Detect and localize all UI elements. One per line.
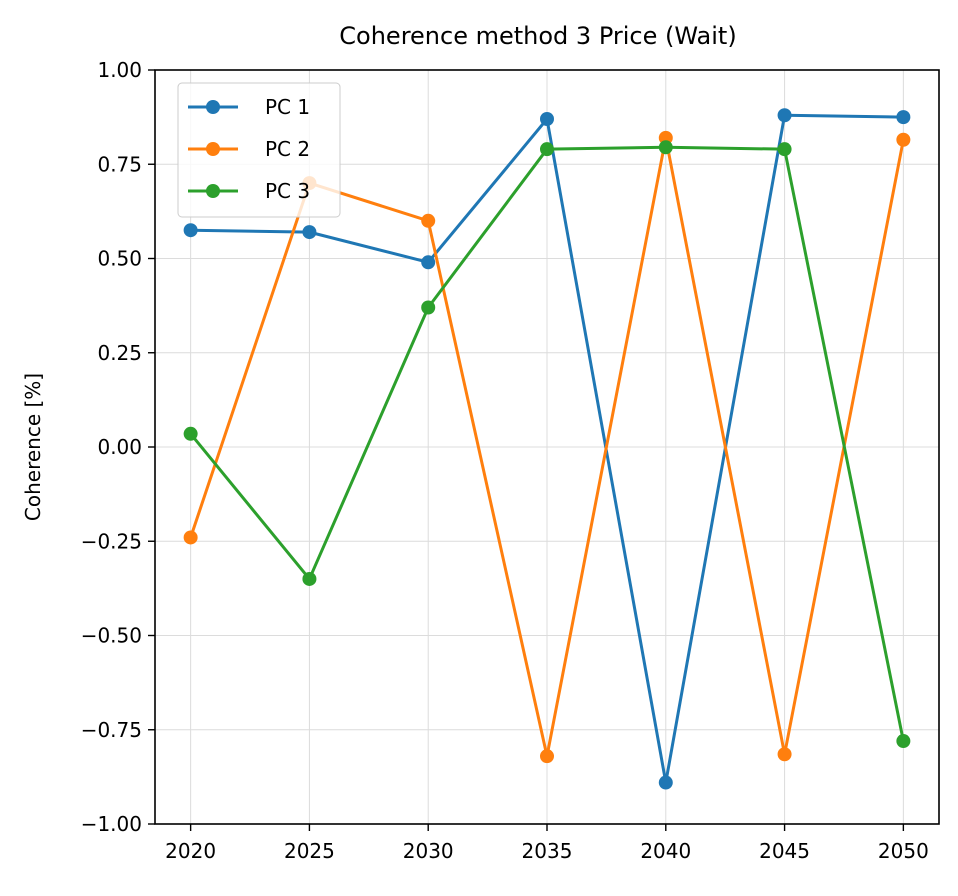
data-point	[302, 225, 317, 240]
data-point	[896, 132, 911, 147]
legend-label: PC 3	[265, 179, 310, 203]
legend-marker	[206, 184, 220, 198]
y-tick-label: 0.75	[97, 152, 142, 176]
x-tick-label: 2020	[165, 839, 216, 863]
x-tick-label: 2030	[403, 839, 454, 863]
data-point	[540, 749, 554, 764]
legend-item: PC 2	[188, 137, 310, 161]
data-point	[183, 426, 198, 441]
x-tick-label: 2045	[759, 839, 810, 863]
data-point	[658, 140, 673, 155]
y-tick-label: 0.00	[97, 435, 142, 459]
data-point	[183, 223, 198, 238]
x-tick-label: 2025	[284, 839, 335, 863]
x-tick-label: 2035	[522, 839, 573, 863]
y-tick-label: −0.75	[81, 718, 142, 742]
y-tick-label: 0.25	[97, 341, 142, 365]
data-point	[658, 775, 673, 790]
x-tick-label: 2040	[640, 839, 691, 863]
data-point	[896, 734, 911, 749]
x-axis: 2020 2025 2030 2035 2040 2045 2050	[165, 824, 929, 863]
data-point	[540, 142, 554, 157]
legend-label: PC 1	[265, 95, 310, 119]
data-point	[540, 112, 554, 127]
legend-label: PC 2	[265, 137, 310, 161]
data-point	[421, 255, 436, 270]
legend-item: PC 3	[188, 179, 310, 203]
legend-frame	[177, 82, 341, 218]
y-tick-label: −1.00	[81, 812, 142, 836]
data-point	[777, 108, 792, 123]
chart-title: Coherence method 3 Price (Wait)	[339, 22, 736, 50]
legend-item: PC 1	[188, 95, 310, 119]
series-1	[183, 108, 911, 790]
y-axis: 1.00 0.75 0.50 0.25 0.00 −0.25 −0.50 −0.75 −1.00	[81, 58, 155, 836]
y-tick-label: −0.50	[81, 624, 142, 648]
data-point	[777, 142, 792, 157]
y-axis-label: Coherence [%]	[21, 373, 45, 521]
y-tick-label: 0.50	[97, 247, 142, 271]
data-point	[302, 571, 317, 586]
data-point	[896, 110, 911, 125]
legend: PC 1 PC 2 PC 3	[177, 82, 341, 218]
data-point	[777, 747, 792, 762]
y-tick-label: −0.25	[81, 529, 142, 553]
legend-marker	[206, 100, 220, 114]
data-point	[421, 213, 436, 228]
data-point	[421, 300, 436, 315]
data-point	[183, 530, 198, 545]
legend-marker	[206, 142, 220, 156]
x-tick-label: 2050	[878, 839, 929, 863]
series-3	[183, 140, 911, 749]
y-tick-label: 1.00	[97, 58, 142, 82]
